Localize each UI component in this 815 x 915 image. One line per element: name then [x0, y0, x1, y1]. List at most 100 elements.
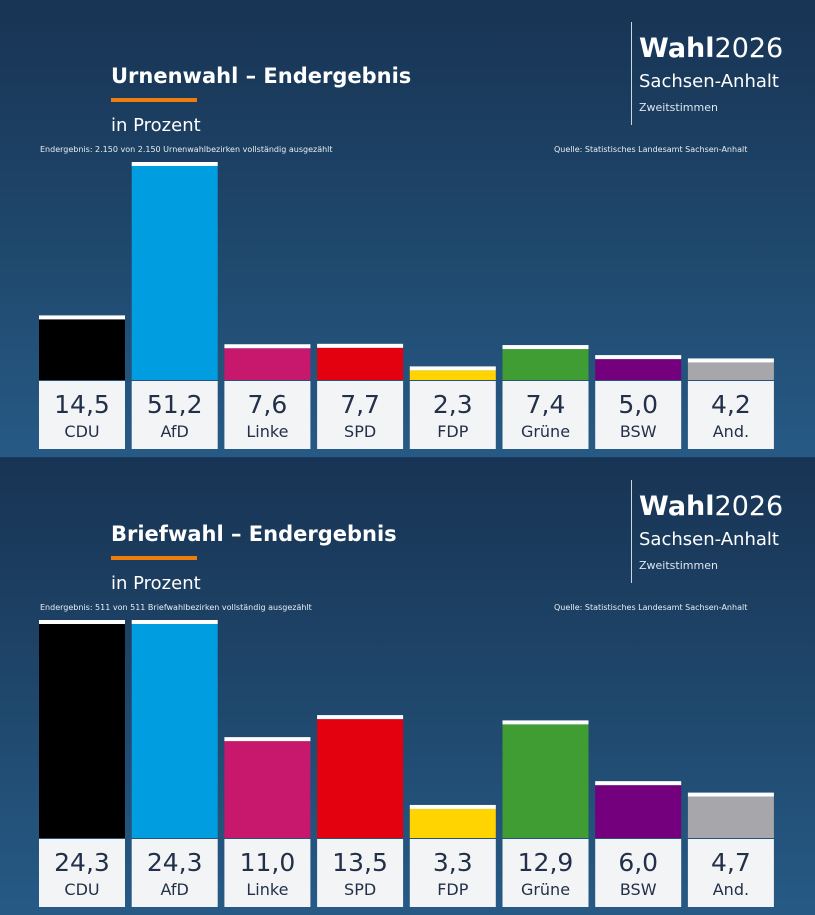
- bar-cap-afd: [131, 620, 218, 624]
- bar-chart-briefwahl: 24,3 CDU 24,3 AfD 11,0 Linke 13,5 SPD 3,3 FDP 12,9…: [39, 620, 774, 907]
- brand-votes-label: Zweitstimmen: [639, 559, 718, 572]
- brand-region: Sachsen-Anhalt: [639, 529, 779, 550]
- title-underline: [111, 98, 197, 102]
- bar-cap-bsw: [595, 781, 682, 786]
- category-label-fdp: FDP: [437, 880, 469, 899]
- chart-subtitle: in Prozent: [111, 573, 201, 594]
- value-label-cdu: 14,5: [54, 390, 110, 419]
- bar-bsw: [595, 359, 682, 380]
- bar-fdp: [409, 370, 496, 380]
- label-box-cdu: [39, 839, 125, 907]
- bar-cap-cdu: [39, 315, 125, 320]
- label-box-grüne: [502, 839, 589, 907]
- bar-linke: [224, 741, 311, 838]
- brand-title-year: 2026: [714, 33, 784, 64]
- label-box-and: [687, 381, 774, 449]
- bar-cap-fdp: [409, 366, 496, 371]
- category-label-afd: AfD: [161, 422, 189, 441]
- bar-cap-afd: [131, 162, 218, 166]
- value-label-bsw: 6,0: [618, 848, 658, 877]
- chart-title: Briefwahl – Endergebnis: [111, 522, 397, 546]
- category-label-bsw: BSW: [620, 880, 657, 899]
- bar-cap-spd: [317, 343, 404, 348]
- bar-afd: [131, 166, 218, 380]
- value-label-linke: 7,6: [248, 390, 288, 419]
- label-box-and: [687, 839, 774, 907]
- label-box-grüne: [502, 381, 589, 449]
- value-label-fdp: 2,3: [433, 390, 473, 419]
- bar-cap-and: [687, 792, 774, 797]
- bar-and: [687, 796, 774, 838]
- label-box-bsw: [595, 839, 682, 907]
- bar-fdp: [409, 808, 496, 838]
- brand-title-bold: Wahl: [639, 33, 715, 64]
- value-label-spd: 13,5: [332, 848, 388, 877]
- value-label-and: 4,7: [711, 848, 751, 877]
- value-label-afd: 51,2: [147, 390, 203, 419]
- bar-chart-urnenwahl: 14,5 CDU 51,2 AfD 7,6 Linke 7,7 SPD 2,3 FDP 7,4 Grü…: [39, 162, 774, 449]
- category-label-grüne: Grüne: [521, 880, 570, 899]
- bar-cap-fdp: [409, 804, 496, 809]
- chart-subtitle: in Prozent: [111, 115, 201, 136]
- brand-votes-label: Zweitstimmen: [639, 101, 718, 114]
- label-box-bsw: [595, 381, 682, 449]
- bar-linke: [224, 348, 311, 380]
- source-note: Quelle: Statistisches Landesamt Sachsen-…: [554, 603, 748, 612]
- bar-cap-and: [687, 358, 774, 363]
- brand-divider: [631, 480, 632, 583]
- bar-cap-spd: [317, 715, 404, 720]
- bar-spd: [317, 347, 404, 380]
- value-label-fdp: 3,3: [433, 848, 473, 877]
- bar-cdu: [39, 624, 125, 838]
- bar-cap-bsw: [595, 355, 682, 360]
- bar-cap-grüne: [502, 720, 589, 725]
- brand-title: Wahl2026: [639, 489, 783, 525]
- value-label-grüne: 12,9: [518, 848, 574, 877]
- brand-title-year: 2026: [714, 491, 784, 522]
- category-label-cdu: CDU: [64, 422, 99, 441]
- category-label-and: And.: [713, 422, 749, 441]
- bar-grüne: [502, 724, 589, 838]
- label-box-linke: [224, 381, 311, 449]
- label-box-afd: [131, 839, 218, 907]
- bar-cap-grüne: [502, 345, 589, 350]
- category-label-spd: SPD: [344, 880, 376, 899]
- chart-title: Urnenwahl – Endergebnis: [111, 64, 412, 88]
- label-box-fdp: [409, 381, 496, 449]
- category-label-afd: AfD: [161, 880, 189, 899]
- brand-divider: [631, 22, 632, 125]
- bar-bsw: [595, 785, 682, 838]
- briefwahl-panel: Briefwahl – Endergebnis in Prozent Wahl2…: [0, 458, 815, 915]
- bar-cdu: [39, 319, 125, 380]
- value-label-linke: 11,0: [240, 848, 296, 877]
- category-label-bsw: BSW: [620, 422, 657, 441]
- value-label-spd: 7,7: [340, 390, 380, 419]
- bar-cap-cdu: [39, 620, 125, 624]
- category-label-spd: SPD: [344, 422, 376, 441]
- label-box-fdp: [409, 839, 496, 907]
- brand-region: Sachsen-Anhalt: [639, 71, 779, 92]
- label-box-afd: [131, 381, 218, 449]
- label-box-linke: [224, 839, 311, 907]
- category-label-fdp: FDP: [437, 422, 469, 441]
- bar-cap-linke: [224, 344, 311, 349]
- brand-title: Wahl2026: [639, 31, 783, 67]
- label-box-spd: [317, 381, 404, 449]
- value-label-cdu: 24,3: [54, 848, 110, 877]
- category-label-cdu: CDU: [64, 880, 99, 899]
- value-label-grüne: 7,4: [526, 390, 566, 419]
- value-label-afd: 24,3: [147, 848, 203, 877]
- category-label-linke: Linke: [246, 422, 288, 441]
- bar-spd: [317, 719, 404, 838]
- label-box-spd: [317, 839, 404, 907]
- bar-afd: [131, 624, 218, 838]
- count-note: Endergebnis: 2.150 von 2.150 Urnenwahlbe…: [40, 145, 333, 154]
- category-label-grüne: Grüne: [521, 422, 570, 441]
- value-label-bsw: 5,0: [618, 390, 658, 419]
- bar-cap-linke: [224, 737, 311, 742]
- source-note: Quelle: Statistisches Landesamt Sachsen-…: [554, 145, 748, 154]
- title-underline: [111, 556, 197, 560]
- bar-grüne: [502, 349, 589, 380]
- urnenwahl-panel: Urnenwahl – Endergebnis in Prozent Wahl2…: [0, 0, 815, 457]
- value-label-and: 4,2: [711, 390, 751, 419]
